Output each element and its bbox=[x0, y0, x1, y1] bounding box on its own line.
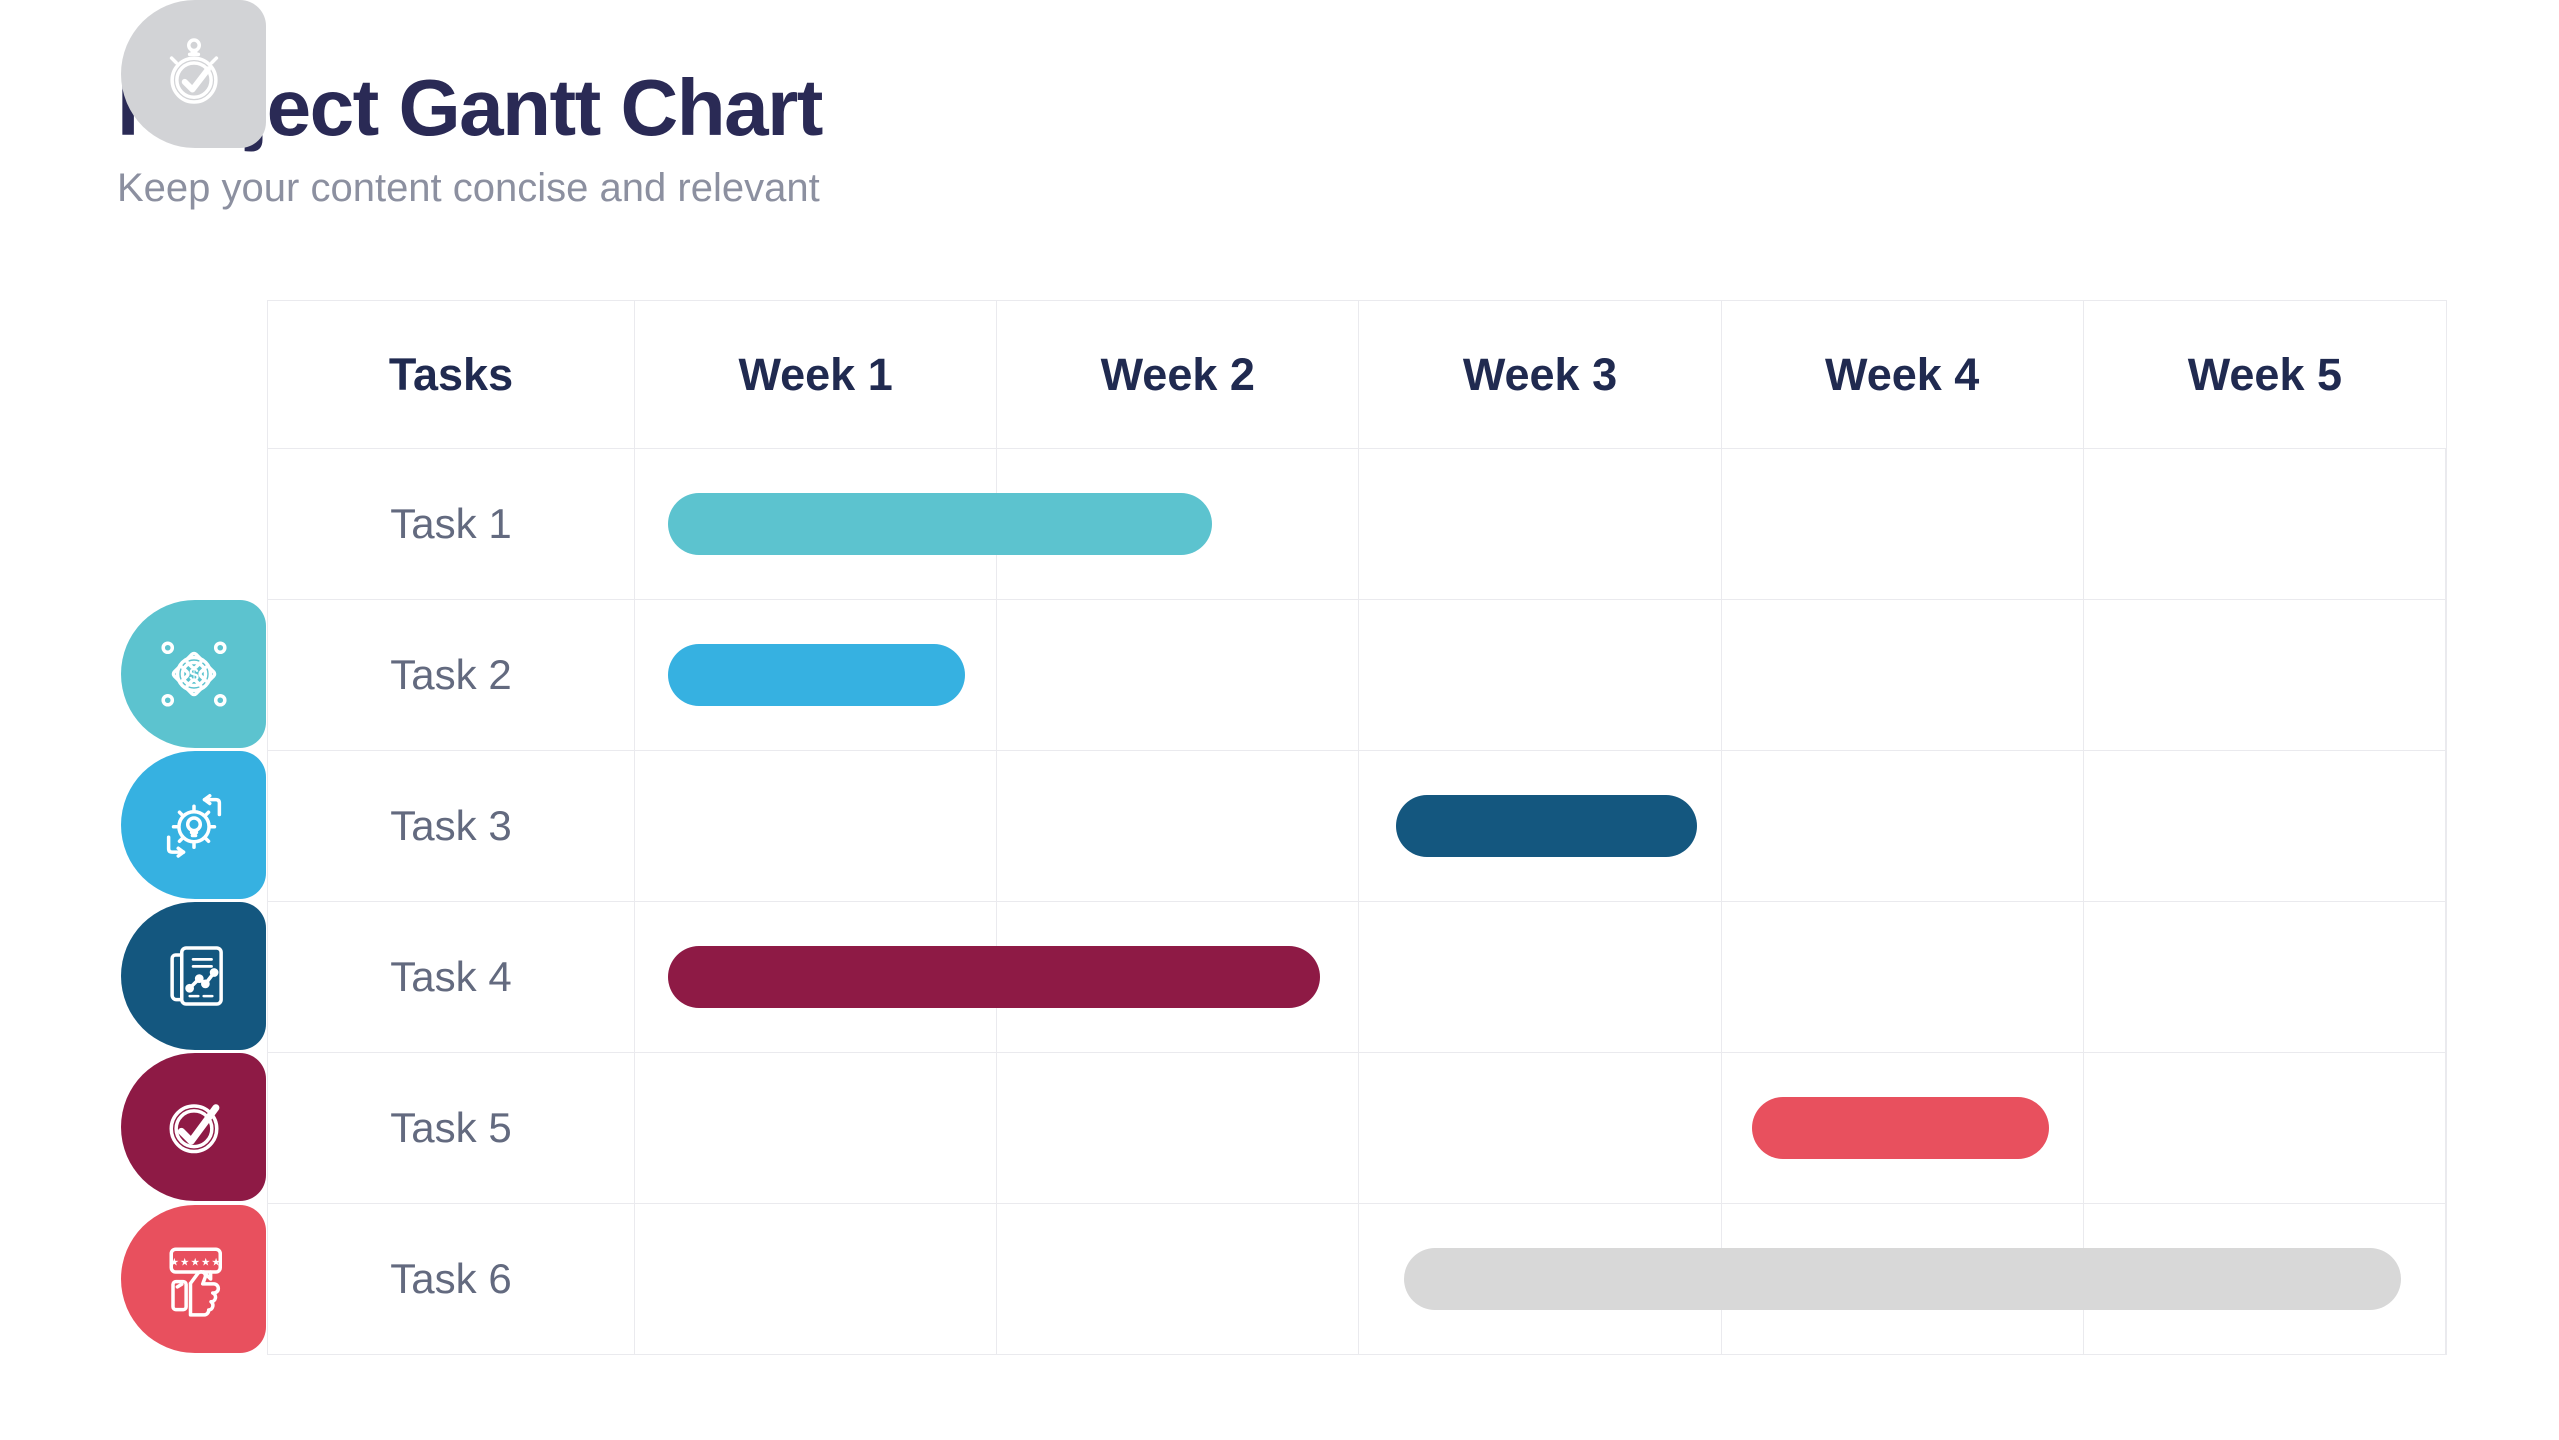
grid-cell bbox=[1359, 449, 1722, 599]
grid-cell bbox=[1722, 449, 2084, 599]
grid-cell bbox=[1359, 600, 1722, 750]
grid-cell bbox=[1359, 1053, 1722, 1203]
header-cell-week-3: Week 3 bbox=[1359, 301, 1722, 448]
grid-cell bbox=[1359, 751, 1722, 901]
check-circle-icon bbox=[169, 1104, 219, 1154]
header-cell-week-4: Week 4 bbox=[1722, 301, 2084, 448]
grid-cell bbox=[635, 1204, 998, 1354]
header-cell-tasks: Tasks bbox=[268, 301, 635, 448]
task-label: Task 5 bbox=[268, 1053, 635, 1203]
gantt-bar-task-5 bbox=[1751, 1097, 2050, 1159]
grid-cell bbox=[1359, 902, 1722, 1052]
task-label: Task 2 bbox=[268, 600, 635, 750]
grid-cell bbox=[1722, 751, 2084, 901]
task-label: Task 3 bbox=[268, 751, 635, 901]
gantt-row-task-3: Task 3 bbox=[268, 751, 2446, 902]
gantt-row-task-5: Task 5 bbox=[268, 1053, 2446, 1204]
task-chip-1: $ bbox=[121, 600, 266, 748]
gantt-bar-task-4 bbox=[667, 946, 1321, 1008]
grid-cell bbox=[1722, 600, 2084, 750]
header-cell-week-2: Week 2 bbox=[997, 301, 1360, 448]
header-cell-week-1: Week 1 bbox=[635, 301, 998, 448]
header-cell-week-5: Week 5 bbox=[2187, 348, 2343, 400]
report-chart-icon bbox=[169, 946, 223, 1006]
task-label: Task 4 bbox=[268, 902, 635, 1052]
task-chip-5: ★★★★★ bbox=[121, 1205, 266, 1353]
task-chip-3 bbox=[121, 902, 266, 1050]
stopwatch-check-icon bbox=[169, 38, 218, 104]
grid-cell bbox=[997, 449, 1360, 599]
task-chip-6 bbox=[121, 0, 266, 148]
grid-cell bbox=[635, 1053, 998, 1203]
grid-cell bbox=[2084, 751, 2446, 901]
grid-cell bbox=[997, 1053, 1360, 1203]
gantt-row-task-6: Task 6 bbox=[268, 1204, 2446, 1354]
task-chip-4 bbox=[121, 1053, 266, 1201]
page-subtitle: Keep your content concise and relevant bbox=[117, 166, 820, 210]
gantt-bar-task-3 bbox=[1396, 795, 1698, 857]
idea-gear-icon bbox=[166, 794, 221, 858]
task-chip-2 bbox=[121, 751, 266, 899]
task-label: Task 1 bbox=[268, 449, 635, 599]
grid-cell bbox=[997, 751, 1360, 901]
gantt-bar-task-2 bbox=[667, 644, 965, 706]
grid-cell bbox=[997, 1204, 1360, 1354]
gantt-table: Tasks Week 1 Week 2 Week 3 Week 4 Week 5… bbox=[267, 300, 2447, 1355]
grid-cell bbox=[2084, 1204, 2446, 1354]
gantt-row-task-4: Task 4 bbox=[268, 902, 2446, 1053]
grid-cell bbox=[635, 600, 998, 750]
grid-cell bbox=[2084, 1053, 2446, 1203]
gantt-row-task-2: Task 2 bbox=[268, 600, 2446, 751]
grid-cell bbox=[1722, 1053, 2084, 1203]
gantt-bar-task-6 bbox=[1403, 1248, 2401, 1310]
svg-text:★★★★★: ★★★★★ bbox=[169, 1257, 221, 1269]
grid-cell bbox=[997, 902, 1360, 1052]
grid-cell bbox=[635, 751, 998, 901]
gantt-row-task-1: Task 1 bbox=[268, 449, 2446, 600]
task-label: Task 6 bbox=[268, 1204, 635, 1354]
svg-text:$: $ bbox=[189, 664, 199, 684]
grid-cell bbox=[997, 600, 1360, 750]
grid-cell bbox=[2084, 600, 2446, 750]
gantt-bar-task-1 bbox=[667, 493, 1212, 555]
gantt-header-row: Tasks Week 1 Week 2 Week 3 Week 4 Week 5 bbox=[268, 301, 2446, 449]
funding-network-icon: $ bbox=[160, 641, 227, 707]
grid-cell bbox=[2084, 902, 2446, 1052]
grid-cell bbox=[1722, 902, 2084, 1052]
rating-thumbs-icon: ★★★★★ bbox=[169, 1247, 222, 1317]
grid-cell bbox=[2084, 449, 2446, 599]
